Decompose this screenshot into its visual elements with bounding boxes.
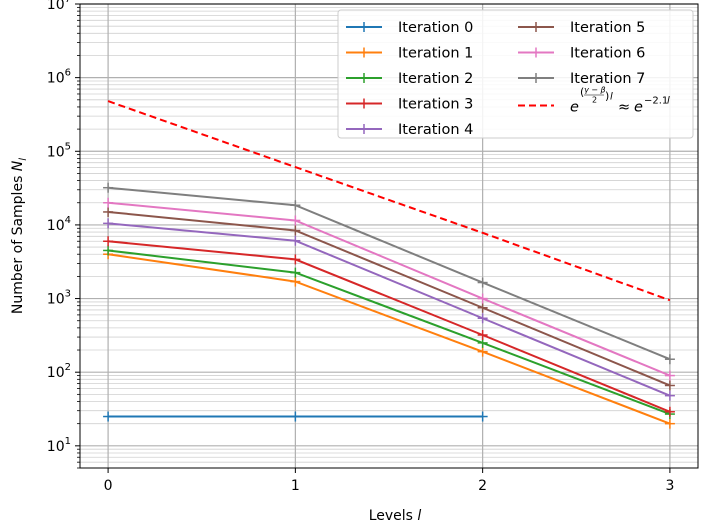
x-tick-label: 2 [478, 478, 487, 494]
series-line [107, 249, 671, 416]
series-iteration-0 [103, 411, 488, 422]
legend-entry: Iteration 7 [518, 71, 645, 87]
data-point [664, 418, 675, 429]
data-point [290, 411, 301, 422]
data-point [664, 380, 675, 391]
legend-label: Iteration 2 [398, 71, 473, 87]
data-point [103, 218, 114, 229]
data-point [477, 411, 488, 422]
x-tick-label: 0 [104, 478, 113, 494]
data-point [477, 346, 488, 357]
legend-entry: Iteration 0 [346, 20, 473, 36]
data-point [290, 235, 301, 246]
x-tick-label: 3 [665, 478, 674, 494]
series-layer [103, 100, 675, 429]
legend-label: Iteration 5 [570, 20, 645, 36]
x-axis-label: Levels l [369, 508, 422, 524]
data-point [290, 215, 301, 226]
series-line [107, 253, 671, 425]
legend-entry: Iteration 2 [346, 71, 473, 87]
data-point [103, 206, 114, 217]
series-line [107, 186, 671, 361]
series-line [107, 240, 671, 413]
legend-entry-reference: e(γ − β2) l≈ e −2.1l [518, 86, 670, 116]
legend: Iteration 0 Iteration 1 Iteration 2 Iterati… [337, 9, 694, 139]
legend-label: Iteration 1 [398, 46, 473, 62]
data-point [477, 277, 488, 288]
data-point [664, 370, 675, 381]
y-tick-label: 103 [47, 289, 71, 308]
data-point [103, 182, 114, 193]
data-point [103, 236, 114, 247]
series-iteration-7 [103, 182, 675, 365]
series-iteration-6 [103, 197, 675, 381]
data-point [477, 302, 488, 313]
data-point [664, 354, 675, 365]
legend-exp-var: l [610, 92, 613, 103]
series-iteration-4 [103, 218, 675, 401]
legend-label-e: e [570, 100, 579, 116]
data-point [290, 267, 301, 278]
data-point [103, 245, 114, 256]
legend-frac-den: 2 [592, 96, 597, 105]
data-point [290, 276, 301, 287]
legend-label-e2: e [634, 100, 643, 116]
legend-frac-num: γ − β [584, 86, 606, 95]
y-axis-label: Number of Samples Nl [10, 158, 29, 314]
legend-frame [337, 9, 694, 139]
legend-label: Iteration 3 [398, 97, 473, 113]
legend-paren-open: ( [580, 86, 584, 99]
legend-label: Iteration 0 [398, 20, 473, 36]
legend-exp-var2: l [667, 96, 670, 107]
data-point [290, 225, 301, 236]
legend-paren-close: ) [605, 90, 609, 103]
series-line [107, 222, 671, 397]
data-point [103, 411, 114, 422]
legend-entry: Iteration 4 [346, 122, 473, 138]
ticks: 0 1 2 3 101 102 103 104 105 106 107 [47, 0, 675, 494]
y-tick-label: 105 [47, 141, 71, 160]
data-point [290, 200, 301, 211]
x-tick-label: 1 [291, 478, 300, 494]
legend-entry: Iteration 1 [346, 46, 473, 62]
data-point [290, 254, 301, 265]
legend-label: Iteration 6 [570, 46, 645, 62]
y-tick-label: 102 [47, 362, 71, 381]
legend-approx: ≈ [618, 100, 630, 116]
y-tick-label: 101 [47, 436, 71, 455]
series-line [107, 210, 671, 387]
series-iteration-3 [103, 236, 675, 417]
data-point [477, 293, 488, 304]
legend-entry: Iteration 5 [518, 20, 645, 36]
data-point [477, 313, 488, 324]
series-iteration-5 [103, 206, 675, 391]
legend-entry: Iteration 3 [346, 97, 473, 113]
y-tick-label: 104 [47, 215, 71, 234]
legend-label: Iteration 7 [570, 71, 645, 87]
data-point [477, 329, 488, 340]
reference-line [107, 100, 671, 302]
data-point [664, 406, 675, 417]
series-line [107, 201, 671, 377]
data-point [664, 390, 675, 401]
y-tick-label: 106 [47, 68, 71, 87]
legend-entry: Iteration 6 [518, 46, 645, 62]
data-point [103, 197, 114, 208]
y-tick-label: 107 [47, 0, 71, 13]
legend-label: Iteration 4 [398, 122, 473, 138]
legend-exp-value: −2.1 [644, 96, 668, 107]
